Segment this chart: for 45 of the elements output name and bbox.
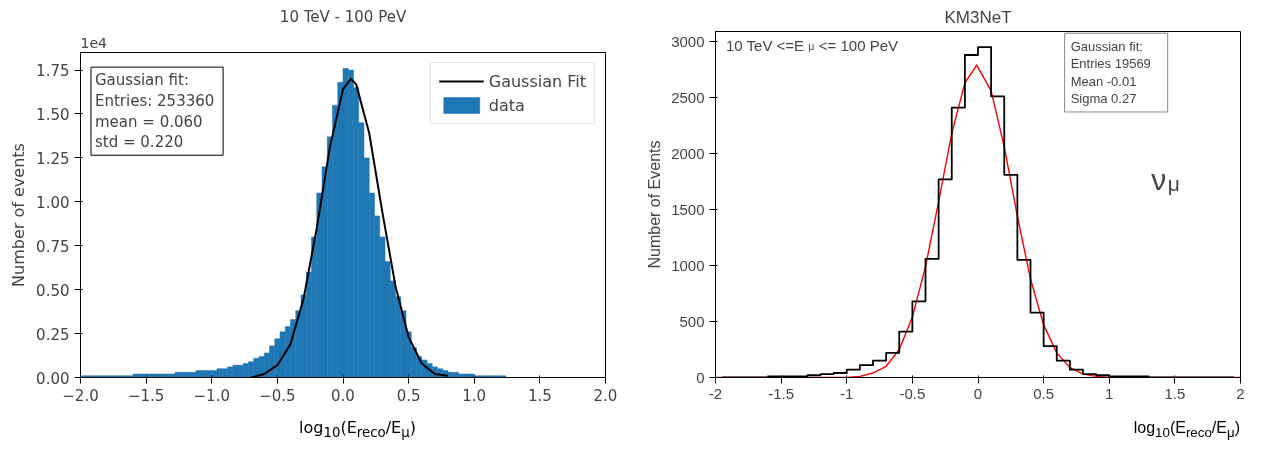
y-tick-label: 500 [679, 312, 705, 330]
y-tick-label: 1.50 [36, 105, 70, 124]
x-tick-label: 0.5 [396, 386, 421, 405]
x-tick-label: -0.5 [899, 384, 926, 402]
y-tick-label: 0.50 [36, 281, 70, 300]
x-tick-label: -2 [708, 384, 723, 402]
text: 1e4 [80, 34, 108, 51]
x-tick-label: -1.5 [768, 384, 795, 402]
y-tick-label: 1500 [671, 200, 705, 218]
x-tick-label: 1.5 [527, 386, 552, 405]
x-tick-label: −2.0 [62, 386, 99, 405]
x-tick-label: 1 [1105, 384, 1114, 402]
annotation: νμ [1151, 162, 1180, 196]
x-tick-label: -1 [840, 384, 854, 402]
y-tick-label: 1000 [671, 256, 705, 274]
x-tick-label: −1.5 [127, 386, 165, 405]
x-tick-label: −1.0 [193, 386, 230, 405]
x-tick-label: 0 [973, 384, 983, 402]
y-tick-label: 2000 [671, 144, 705, 162]
y-tick-label: 1.25 [36, 149, 70, 168]
x-tick-label: 0.5 [1033, 384, 1055, 402]
x-tick-label: −0.5 [259, 386, 296, 405]
y-tick-label: 0 [696, 368, 705, 386]
x-tick-label: 2 [1236, 384, 1245, 402]
x-tick-label: 2.0 [593, 386, 618, 405]
y-axis-title: Number of events [9, 143, 29, 287]
y-tick-label: 1.00 [36, 193, 70, 212]
y-tick-label: 0.75 [36, 237, 70, 256]
y-tick-label: 0.25 [36, 325, 70, 344]
x-tick-label: 0.0 [331, 386, 355, 405]
y-axis-title: Number of Events [646, 140, 664, 269]
x-tick-label: 1.0 [462, 386, 487, 405]
y-tick-label: 1.75 [36, 62, 70, 81]
y-tick-label: 3000 [671, 32, 705, 50]
annotation: Gaussian fit: Entries 19569 Mean -0.01 Sigma 0.27 [1070, 39, 1151, 106]
y-tick-label: 2500 [671, 88, 705, 106]
legend-label: data [488, 95, 525, 115]
y-tick-label: 0.00 [36, 369, 70, 388]
chart-title: 10 TeV - 100 PeV [279, 7, 407, 26]
annotation: Gaussian fit: Entries: 253360 mean = 0.060 std = 0.220 [95, 71, 215, 152]
x-tick-label: 1.5 [1164, 384, 1186, 402]
chart-title: KM3NeT [944, 7, 1012, 27]
x-axis-title: log$_{10}$(E$_{reco}$/E$_{μ}$) [1133, 418, 1240, 443]
legend-label: Gaussian Fit [488, 71, 586, 91]
x-axis-title: log$_{10}$(E$_{reco}$/E$_{μ}$) [299, 417, 416, 443]
